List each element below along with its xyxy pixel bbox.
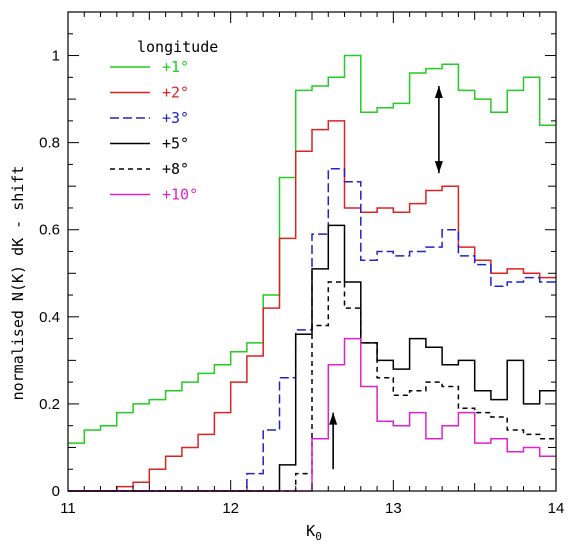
legend-title: longitude [137, 38, 218, 56]
y-tick-label: 0.8 [39, 135, 60, 152]
x-tick-label: 14 [548, 500, 565, 517]
series-group [68, 54, 556, 492]
legend-label-3: +5° [162, 135, 189, 153]
annotations [329, 86, 443, 470]
annotation-arrowhead-0-b [434, 161, 443, 174]
x-tick-label: 11 [60, 500, 76, 517]
legend-label-2: +3° [162, 109, 189, 127]
legend: longitude +1° +2° +3° +5° +8° +10° [110, 38, 218, 204]
y-axis-title: normalised N(K) dK - shift [9, 166, 27, 401]
legend-label-1: +2° [162, 84, 189, 102]
x-tick-label: 12 [222, 500, 239, 517]
y-tick-label: 0.2 [39, 396, 60, 413]
x-tick-label: 13 [385, 500, 402, 517]
y-tick-label: 0.6 [39, 222, 60, 239]
axes: 11 12 13 14 0 0.2 0.4 0.6 0.8 1 [39, 11, 565, 517]
y-tick-label: 0 [52, 483, 60, 500]
series-line-0 [68, 54, 556, 444]
legend-label-4: +8° [162, 160, 189, 178]
series-line-1 [68, 120, 556, 492]
x-axis-title: K0 [306, 522, 322, 543]
legend-label-0: +1° [162, 58, 189, 76]
y-tick-label: 0.4 [39, 309, 60, 326]
y-tick-label: 1 [52, 48, 60, 65]
annotation-arrowhead-0 [434, 86, 443, 99]
annotation-arrowhead-1 [329, 412, 338, 425]
legend-label-5: +10° [162, 186, 198, 204]
